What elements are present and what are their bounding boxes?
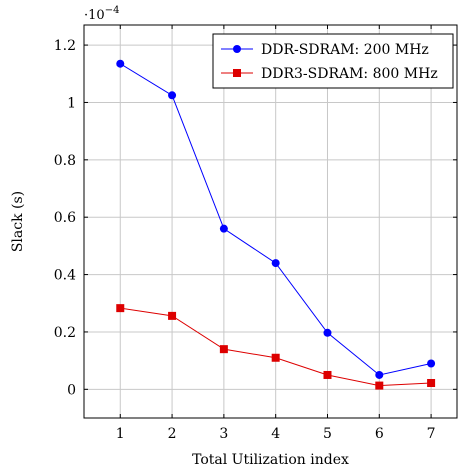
- data-point: [116, 304, 125, 313]
- series-2: [116, 304, 436, 390]
- data-point: [375, 370, 384, 379]
- data-point: [168, 91, 177, 100]
- data-point: [323, 328, 332, 337]
- y-tick-label: 0.8: [54, 153, 76, 169]
- data-point: [323, 370, 332, 379]
- x-tick-label: 5: [323, 426, 332, 442]
- y-tick-label: 0: [67, 382, 76, 398]
- y-tick-label: 0.2: [54, 325, 76, 341]
- x-axis-label: Total Utilization index: [192, 452, 349, 468]
- y-axis-exponent-power: −4: [105, 5, 120, 16]
- legend-label: DDR3-SDRAM: 800 MHz: [261, 66, 438, 82]
- plot-area-frame: [83, 24, 458, 419]
- y-tick-label: 0.4: [54, 268, 76, 284]
- x-tick-label: 7: [427, 426, 436, 442]
- data-point: [219, 345, 228, 354]
- y-axis-exponent: ·10−4: [84, 5, 119, 23]
- legend-box: [212, 33, 454, 89]
- y-axis-exponent-base: ·10: [84, 8, 105, 23]
- axis-ticks: 1 2 3 4 5 6 7 0 0.2 0.4 0.6 0.8 1 1.2: [54, 25, 457, 442]
- series-1: [116, 59, 436, 379]
- data-point: [219, 224, 228, 233]
- x-tick-label: 4: [271, 426, 280, 442]
- x-tick-label: 6: [375, 426, 384, 442]
- data-point: [427, 359, 436, 368]
- legend-marker: [233, 69, 241, 77]
- x-tick-label: 1: [116, 426, 125, 442]
- series-layer: [116, 59, 436, 390]
- legend-entry: DDR-SDRAM: 200 MHz: [221, 42, 429, 58]
- data-point: [375, 381, 384, 390]
- y-tick-label: 1: [67, 95, 76, 111]
- data-point: [116, 59, 125, 68]
- x-tick-label: 3: [219, 426, 228, 442]
- data-point: [271, 353, 280, 362]
- data-point: [271, 259, 280, 268]
- x-tick-label: 2: [168, 426, 177, 442]
- y-tick-label: 0.6: [54, 210, 76, 226]
- data-point: [168, 311, 177, 320]
- legend-marker: [233, 45, 241, 53]
- y-axis-label: Slack (s): [10, 191, 26, 252]
- legend-entry: DDR3-SDRAM: 800 MHz: [221, 66, 438, 82]
- legend-label: DDR-SDRAM: 200 MHz: [261, 42, 429, 58]
- data-point: [427, 379, 436, 388]
- y-tick-label: 1.2: [54, 38, 76, 54]
- legend: DDR-SDRAM: 200 MHz DDR3-SDRAM: 800 MHz: [212, 33, 454, 89]
